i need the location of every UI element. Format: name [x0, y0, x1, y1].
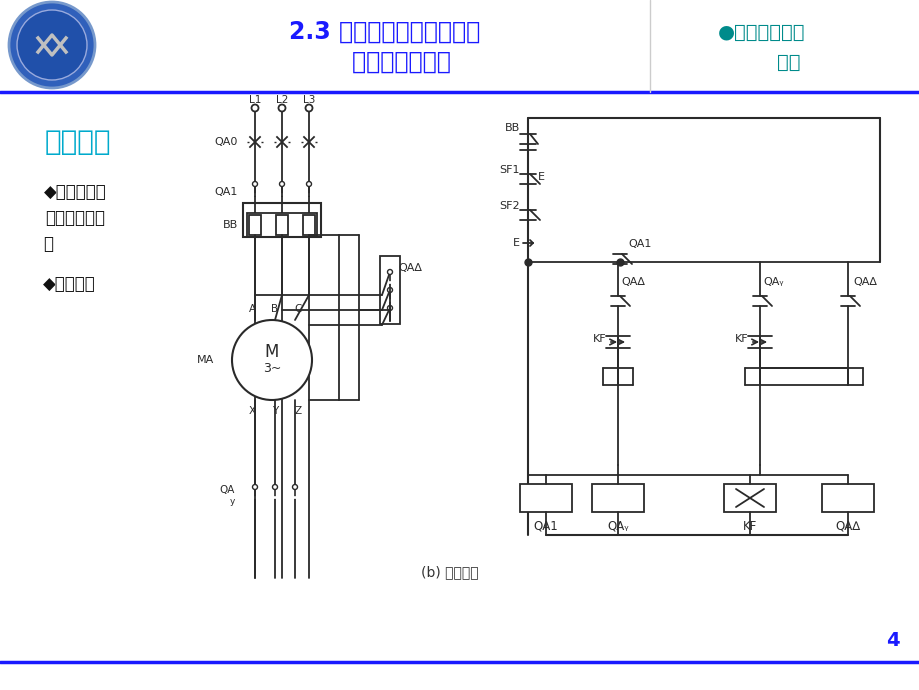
Bar — [723, 484, 775, 512]
Text: QA0: QA0 — [214, 137, 238, 147]
Circle shape — [272, 484, 278, 489]
Bar — [276, 215, 288, 235]
Text: C: C — [294, 304, 301, 314]
Text: KF: KF — [742, 520, 756, 533]
Text: QA∆: QA∆ — [852, 277, 876, 287]
Text: M: M — [265, 343, 278, 361]
Text: SF2: SF2 — [499, 201, 519, 211]
Circle shape — [387, 270, 392, 275]
Text: QA1: QA1 — [628, 239, 651, 249]
Text: 3~: 3~ — [263, 362, 281, 375]
Text: L2: L2 — [276, 95, 288, 105]
Circle shape — [232, 320, 312, 400]
Circle shape — [17, 10, 87, 80]
Text: X: X — [248, 406, 255, 416]
Text: A: A — [248, 304, 255, 314]
Text: QA∆: QA∆ — [398, 263, 422, 273]
Bar — [249, 215, 261, 235]
Bar — [380, 256, 400, 324]
Text: (b) 控制线路: (b) 控制线路 — [421, 565, 478, 579]
Text: 4: 4 — [885, 631, 899, 649]
Text: BB: BB — [222, 220, 238, 230]
Text: KF: KF — [593, 334, 606, 344]
Text: QA1: QA1 — [214, 187, 238, 197]
Text: QA1: QA1 — [533, 520, 558, 533]
Text: MA: MA — [197, 355, 214, 365]
Text: E: E — [513, 238, 519, 248]
Circle shape — [292, 484, 297, 489]
Text: SF1: SF1 — [499, 165, 519, 175]
Text: Z: Z — [294, 406, 301, 416]
Text: KF: KF — [734, 334, 748, 344]
Text: QA: QA — [220, 485, 234, 495]
Text: L1: L1 — [248, 95, 261, 105]
Text: L3: L3 — [302, 95, 315, 105]
Circle shape — [9, 2, 95, 88]
Text: y: y — [230, 497, 234, 506]
Circle shape — [305, 104, 312, 112]
Text: 基础: 基础 — [722, 52, 800, 72]
Text: 2.3 三相笼型异步电动机降: 2.3 三相笼型异步电动机降 — [289, 20, 480, 44]
Text: E: E — [538, 172, 544, 182]
Bar — [246, 213, 317, 237]
Circle shape — [252, 181, 257, 186]
Circle shape — [251, 104, 258, 112]
Text: QA∆: QA∆ — [620, 277, 644, 287]
Text: B: B — [271, 304, 278, 314]
Text: 么像这样连接: 么像这样连接 — [45, 209, 105, 227]
Text: 工作过程: 工作过程 — [45, 128, 111, 156]
Circle shape — [306, 181, 312, 186]
Circle shape — [252, 484, 257, 489]
Circle shape — [279, 181, 284, 186]
Circle shape — [278, 104, 285, 112]
Text: ◆工作过程: ◆工作过程 — [43, 275, 96, 293]
Text: QA∆: QA∆ — [834, 520, 859, 533]
Bar — [243, 203, 321, 237]
Text: BB: BB — [505, 123, 519, 133]
Text: ◆主电路为什: ◆主电路为什 — [43, 183, 107, 201]
Text: QAᵧ: QAᵧ — [607, 520, 628, 533]
Text: ？: ？ — [43, 235, 53, 253]
Bar — [591, 484, 643, 512]
Circle shape — [387, 288, 392, 293]
Bar — [519, 484, 572, 512]
Text: 压启动控制线路: 压启动控制线路 — [319, 50, 450, 74]
Circle shape — [387, 306, 392, 310]
Text: Y: Y — [272, 406, 278, 416]
Bar — [302, 215, 314, 235]
Bar — [821, 484, 873, 512]
Text: ●电气控制线路: ●电气控制线路 — [718, 23, 805, 41]
Text: QAᵧ: QAᵧ — [762, 277, 783, 287]
